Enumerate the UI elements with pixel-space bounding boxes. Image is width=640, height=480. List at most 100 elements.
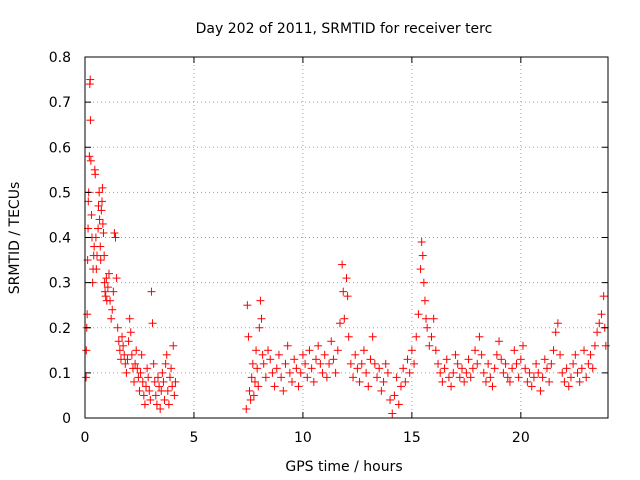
data-point: [512, 359, 521, 368]
data-point: [109, 287, 118, 296]
y-tick-label: 0.8: [49, 50, 71, 66]
data-point: [481, 377, 490, 386]
data-point: [108, 305, 117, 314]
data-point: [495, 337, 504, 346]
data-point: [346, 359, 355, 368]
data-point: [388, 409, 397, 418]
data-point: [422, 314, 431, 323]
data-point: [146, 395, 155, 404]
data-point: [529, 373, 538, 382]
data-point: [392, 373, 401, 382]
data-point: [444, 373, 453, 382]
data-point: [133, 364, 142, 373]
data-point: [121, 359, 130, 368]
data-point: [98, 183, 107, 192]
y-tick-label: 0: [62, 411, 71, 427]
data-point: [249, 391, 258, 400]
data-point: [373, 373, 382, 382]
data-point: [508, 364, 517, 373]
data-point: [329, 355, 338, 364]
data-point: [401, 377, 410, 386]
data-point: [580, 346, 589, 355]
data-point: [96, 256, 105, 265]
data-point: [466, 373, 475, 382]
data-point: [118, 332, 127, 341]
data-point: [340, 314, 349, 323]
data-point: [96, 242, 105, 251]
data-point: [248, 359, 257, 368]
data-point: [503, 373, 512, 382]
data-point: [590, 341, 599, 350]
data-point: [86, 156, 95, 165]
data-point: [279, 386, 288, 395]
x-tick-label: 0: [81, 430, 90, 446]
data-point: [95, 215, 104, 224]
data-point: [484, 359, 493, 368]
data-point: [258, 350, 267, 359]
data-point: [159, 377, 168, 386]
data-point: [253, 364, 262, 373]
data-point: [377, 386, 386, 395]
data-point: [416, 265, 425, 274]
data-point: [333, 346, 342, 355]
data-point: [521, 364, 530, 373]
data-point: [353, 364, 362, 373]
data-point: [274, 350, 283, 359]
data-point: [91, 233, 100, 242]
data-point: [577, 364, 586, 373]
data-point: [514, 373, 523, 382]
data-point: [556, 350, 565, 359]
x-tick-label: 15: [403, 430, 421, 446]
data-point: [339, 287, 348, 296]
y-tick-label: 0.4: [49, 231, 71, 247]
data-point: [91, 170, 100, 179]
data-point: [132, 346, 141, 355]
data-point: [255, 323, 264, 332]
y-axis-label: SRMTID / TECUs: [7, 182, 23, 295]
data-point: [131, 359, 140, 368]
data-point: [281, 359, 290, 368]
data-point: [104, 269, 113, 278]
data-point: [292, 364, 301, 373]
data-point: [101, 287, 110, 296]
x-axis-label: GPS time / hours: [285, 459, 402, 475]
data-point: [100, 278, 109, 287]
data-point: [560, 377, 569, 386]
data-point: [584, 359, 593, 368]
data-point: [259, 359, 268, 368]
data-point: [362, 368, 371, 377]
data-point: [351, 350, 360, 359]
data-point: [250, 377, 259, 386]
y-tick-label: 0.6: [49, 140, 71, 156]
data-point: [564, 382, 573, 391]
data-point: [417, 238, 426, 247]
data-point: [327, 337, 336, 346]
data-point: [501, 359, 510, 368]
data-point: [460, 377, 469, 386]
data-point: [412, 332, 421, 341]
data-point: [318, 368, 327, 377]
x-tick-label: 5: [189, 430, 198, 446]
data-point: [468, 364, 477, 373]
data-point: [597, 310, 606, 319]
data-point: [160, 395, 169, 404]
x-axis-ticks: 0 5 10 15 20: [81, 57, 530, 446]
data-point: [151, 391, 160, 400]
data-point: [532, 359, 541, 368]
data-point: [92, 251, 101, 260]
data-point: [100, 251, 109, 260]
data-point: [270, 382, 279, 391]
data-point: [575, 377, 584, 386]
data-point: [106, 296, 115, 305]
data-point: [477, 350, 486, 359]
data-point: [547, 359, 556, 368]
data-point: [155, 382, 164, 391]
data-point: [516, 355, 525, 364]
data-point: [298, 350, 307, 359]
data-point: [107, 314, 116, 323]
data-point: [164, 400, 173, 409]
data-point: [431, 346, 440, 355]
data-point: [540, 355, 549, 364]
data-point: [510, 346, 519, 355]
